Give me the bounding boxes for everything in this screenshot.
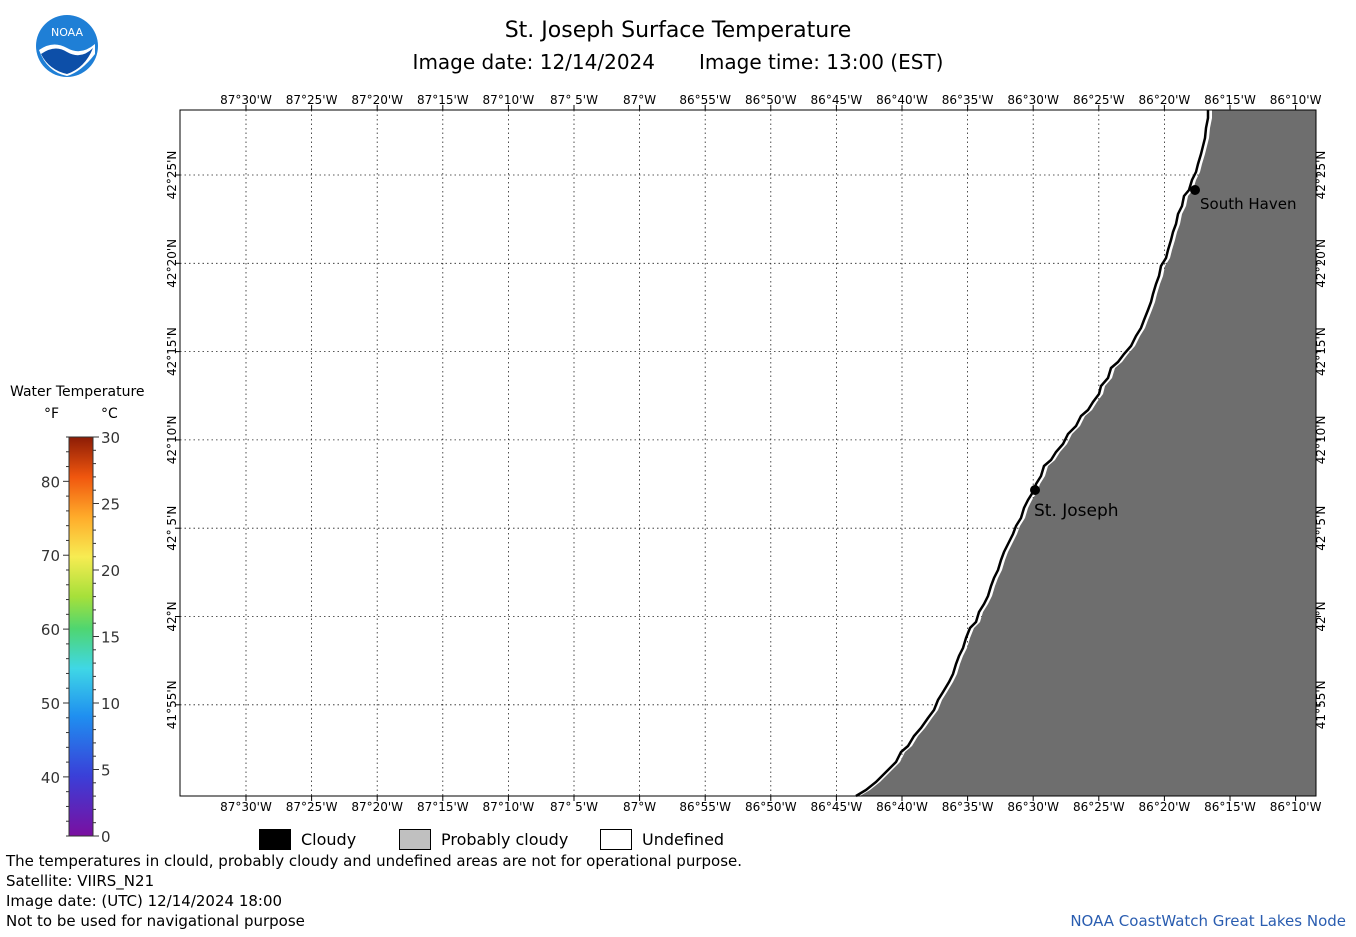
footer-satellite: Satellite: VIIRS_N21: [6, 872, 155, 890]
longitude-label: 86°50'W: [745, 800, 797, 814]
longitude-label: 86°55'W: [679, 93, 731, 107]
shoreline: [855, 110, 1210, 798]
longitude-label: 86°30'W: [1007, 93, 1059, 107]
noaa-logo: NOAA: [36, 15, 98, 77]
logo-text: NOAA: [51, 26, 84, 39]
latitude-label: 42°15'N: [1314, 327, 1328, 376]
south-haven-label: South Haven: [1200, 195, 1296, 213]
longitude-label: 87°W: [623, 93, 656, 107]
longitude-label: 87°W: [623, 800, 656, 814]
latitude-label: 42°N: [165, 601, 179, 631]
latitude-label: 42°N: [1314, 601, 1328, 631]
legend-cloudy: Cloudy: [259, 828, 356, 850]
celsius-tick-label: 5: [101, 762, 111, 780]
longitude-label: 86°35'W: [942, 93, 994, 107]
longitude-label: 87°25'W: [286, 93, 338, 107]
fahrenheit-tick-label: 60: [41, 621, 60, 639]
legend-undefined-label: Undefined: [642, 829, 725, 849]
longitude-label: 87° 5'W: [550, 93, 598, 107]
longitude-label: 86°25'W: [1073, 800, 1125, 814]
latitude-label: 41°55'N: [1314, 680, 1328, 729]
probably-cloudy-swatch: [399, 828, 431, 850]
latitude-label: 42°25'N: [1314, 151, 1328, 200]
longitude-label: 87° 5'W: [550, 800, 598, 814]
longitude-label: 86°55'W: [679, 800, 731, 814]
st-joseph-label: St. Joseph: [1034, 501, 1119, 521]
colorbar-c-labels: 30 25 20 15 10 5 0: [101, 429, 120, 846]
longitude-label: 87°20'W: [351, 93, 403, 107]
longitude-label: 86°50'W: [745, 93, 797, 107]
longitude-label: 87°20'W: [351, 800, 403, 814]
legend-probably-cloudy-label: Probably cloudy: [441, 829, 569, 849]
celsius-tick-label: 0: [101, 828, 111, 846]
longitude-label: 86°35'W: [942, 800, 994, 814]
longitude-label: 86°10'W: [1270, 93, 1322, 107]
colorbar: [68, 436, 94, 837]
longitude-labels-top: 87°30'W 87°25'W 87°20'W 87°15'W 87°10'W 87° 5…: [220, 93, 1321, 107]
undefined-swatch: [600, 828, 632, 850]
longitude-label: 86°25'W: [1073, 93, 1125, 107]
colorbar-title: Water Temperature: [10, 384, 145, 400]
latitude-label: 42° 5'N: [165, 506, 179, 551]
legend-cloudy-label: Cloudy: [301, 829, 357, 849]
latitude-label: 42°25'N: [165, 151, 179, 200]
latitude-labels-right: 42°25'N 42°20'N 42°15'N 42°10'N 42° 5'N 42°N 4…: [1314, 151, 1328, 730]
celsius-tick-label: 25: [101, 496, 120, 514]
celsius-tick-label: 20: [101, 562, 120, 580]
longitude-label: 86°45'W: [811, 800, 863, 814]
latitude-labels-left: 42°25'N 42°20'N 42°15'N 42°10'N 42° 5'N 42°N 4…: [165, 151, 179, 730]
longitude-label: 86°15'W: [1204, 800, 1256, 814]
image-date: Image date: 12/14/2024: [412, 50, 656, 74]
unit-fahrenheit: °F: [44, 406, 60, 422]
latitude-label: 42°10'N: [165, 415, 179, 464]
longitude-label: 86°30'W: [1007, 800, 1059, 814]
longitude-label: 86°10'W: [1270, 800, 1322, 814]
st-joseph-marker: [1030, 485, 1040, 495]
longitude-label: 86°45'W: [811, 93, 863, 107]
cloudy-swatch: [259, 828, 291, 850]
south-haven-marker: [1190, 185, 1200, 195]
footer-credit: NOAA CoastWatch Great Lakes Node: [1070, 912, 1346, 930]
latitude-label: 42°20'N: [1314, 239, 1328, 288]
fahrenheit-tick-label: 40: [41, 769, 60, 787]
footer-utc-date: Image date: (UTC) 12/14/2024 18:00: [6, 892, 283, 910]
latitude-label: 41°55'N: [165, 680, 179, 729]
longitude-label: 87°25'W: [286, 800, 338, 814]
longitude-label: 87°30'W: [220, 800, 272, 814]
colorbar-ticks: [63, 436, 99, 837]
celsius-tick-label: 15: [101, 629, 120, 647]
longitude-label: 86°15'W: [1204, 93, 1256, 107]
colorbar-f-labels: 80 70 60 50 40: [41, 473, 60, 787]
latitude-label: 42° 5'N: [1314, 506, 1328, 551]
longitude-label: 87°15'W: [417, 800, 469, 814]
land-area: [860, 110, 1316, 796]
longitude-labels-bottom: 87°30'W 87°25'W 87°20'W 87°15'W 87°10'W 87° 5…: [220, 800, 1321, 814]
fahrenheit-tick-label: 70: [41, 547, 60, 565]
map-title: St. Joseph Surface Temperature: [504, 18, 852, 43]
longitude-label: 87°10'W: [483, 93, 535, 107]
latitude-label: 42°15'N: [165, 327, 179, 376]
unit-celsius: °C: [101, 406, 118, 422]
longitude-label: 87°30'W: [220, 93, 272, 107]
image-time: Image time: 13:00 (EST): [699, 50, 944, 74]
longitude-label: 86°40'W: [876, 800, 928, 814]
legend-probably-cloudy: Probably cloudy: [399, 828, 568, 850]
fahrenheit-tick-label: 80: [41, 473, 60, 491]
celsius-tick-label: 30: [101, 429, 120, 447]
longitude-label: 86°20'W: [1139, 800, 1191, 814]
map-frame: [179, 109, 1317, 797]
longitude-label: 87°15'W: [417, 93, 469, 107]
map-subtitle: Image date: 12/14/2024 Image time: 13:00 …: [0, 50, 1356, 74]
longitude-label: 87°10'W: [483, 800, 535, 814]
footer-note: The temperatures in clould, probably clo…: [6, 852, 743, 870]
footer-nav-warning: Not to be used for navigational purpose: [6, 912, 305, 930]
longitude-label: 86°20'W: [1139, 93, 1191, 107]
latitude-label: 42°10'N: [1314, 415, 1328, 464]
longitude-label: 86°40'W: [876, 93, 928, 107]
legend-undefined: Undefined: [600, 828, 724, 850]
celsius-tick-label: 10: [101, 695, 120, 713]
fahrenheit-tick-label: 50: [41, 695, 60, 713]
latitude-label: 42°20'N: [165, 239, 179, 288]
